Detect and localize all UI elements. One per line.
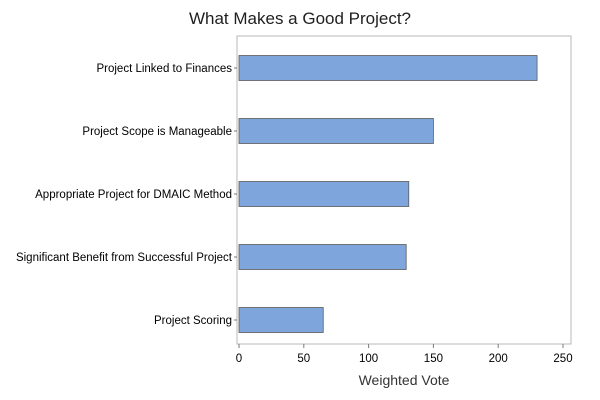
bar-5 <box>238 307 324 333</box>
chart-title: What Makes a Good Project? <box>189 9 411 28</box>
x-tick-label-0: 0 <box>236 353 242 365</box>
bar-4 <box>238 244 407 270</box>
x-tick-label-250: 250 <box>553 353 572 365</box>
x-axis-ticks: 0 50 100 150 200 250 <box>236 344 573 365</box>
category-label-2: Project Scope is Manageable <box>82 126 232 138</box>
x-axis-label: Weighted Vote <box>359 372 450 388</box>
bar-1 <box>238 55 538 81</box>
category-label-3: Appropriate Project for DMAIC Method <box>35 189 232 201</box>
category-label-5: Project Scoring <box>154 315 232 327</box>
x-tick-label-200: 200 <box>489 353 508 365</box>
bar-3 <box>238 181 410 207</box>
category-label-4: Significant Benefit from Successful Proj… <box>16 252 233 264</box>
bar-2 <box>238 118 434 144</box>
x-tick-label-100: 100 <box>359 353 378 365</box>
x-tick-label-50: 50 <box>297 353 310 365</box>
bars-layer <box>238 55 538 333</box>
category-labels: Project Linked to Finances Project Scope … <box>16 63 237 327</box>
category-label-1: Project Linked to Finances <box>96 63 232 75</box>
x-tick-label-150: 150 <box>424 353 443 365</box>
